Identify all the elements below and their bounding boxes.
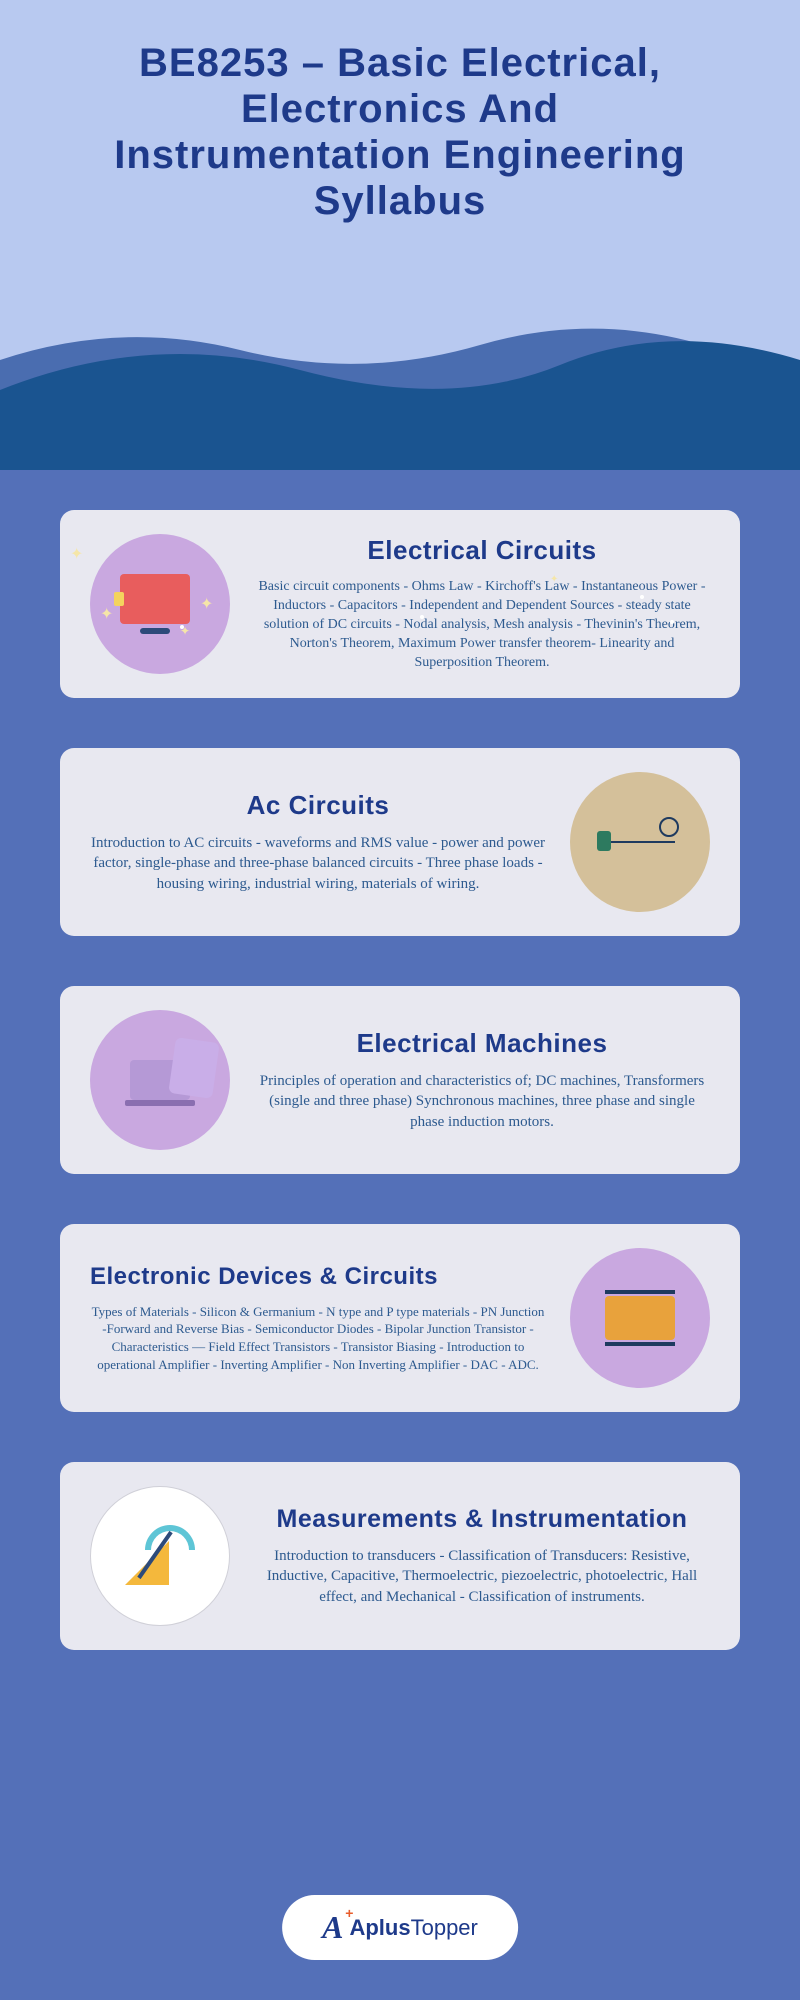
card-body: Basic circuit components - Ohms Law - Ki…	[254, 578, 710, 672]
footer-brand-rest: Topper	[411, 1915, 478, 1940]
card-ac-circuits: Ac Circuits Introduction to AC circuits …	[60, 748, 740, 936]
instruments-icon	[90, 1486, 230, 1626]
card-title: Measurements & Instrumentation	[254, 1505, 710, 1534]
header-section: BE8253 – Basic Electrical, Electronics A…	[0, 0, 800, 470]
card-body: Types of Materials - Silicon & Germanium…	[90, 1303, 546, 1373]
wave-front	[0, 341, 800, 470]
ac-circuit-icon	[570, 772, 710, 912]
card-body: Principles of operation and characterist…	[254, 1071, 710, 1132]
devices-icon	[570, 1248, 710, 1388]
card-title: Ac Circuits	[90, 790, 546, 821]
footer-brand: AplusTopper	[349, 1915, 477, 1941]
card-measurements: Measurements & Instrumentation Introduct…	[60, 1462, 740, 1650]
card-body: Introduction to transducers - Classifica…	[254, 1546, 710, 1607]
main-content: Electrical Circuits Basic circuit compon…	[0, 470, 800, 1800]
plus-icon: +	[345, 1905, 353, 1921]
page-title: BE8253 – Basic Electrical, Electronics A…	[0, 0, 800, 224]
card-title: Electrical Circuits	[254, 535, 710, 566]
footer-logo-letter: A	[322, 1909, 343, 1945]
wave-decoration	[0, 290, 800, 470]
footer-badge: A + AplusTopper	[282, 1895, 518, 1960]
footer-brand-bold: Aplus	[349, 1915, 410, 1940]
card-electrical-circuits: Electrical Circuits Basic circuit compon…	[60, 510, 740, 698]
footer-logo-icon: A +	[322, 1909, 343, 1946]
card-body: Introduction to AC circuits - waveforms …	[90, 833, 546, 894]
card-electronic-devices: Electronic Devices & Circuits Types of M…	[60, 1224, 740, 1412]
machines-icon	[90, 1010, 230, 1150]
card-title: Electronic Devices & Circuits	[90, 1263, 546, 1291]
card-title: Electrical Machines	[254, 1028, 710, 1059]
card-electrical-machines: Electrical Machines Principles of operat…	[60, 986, 740, 1174]
